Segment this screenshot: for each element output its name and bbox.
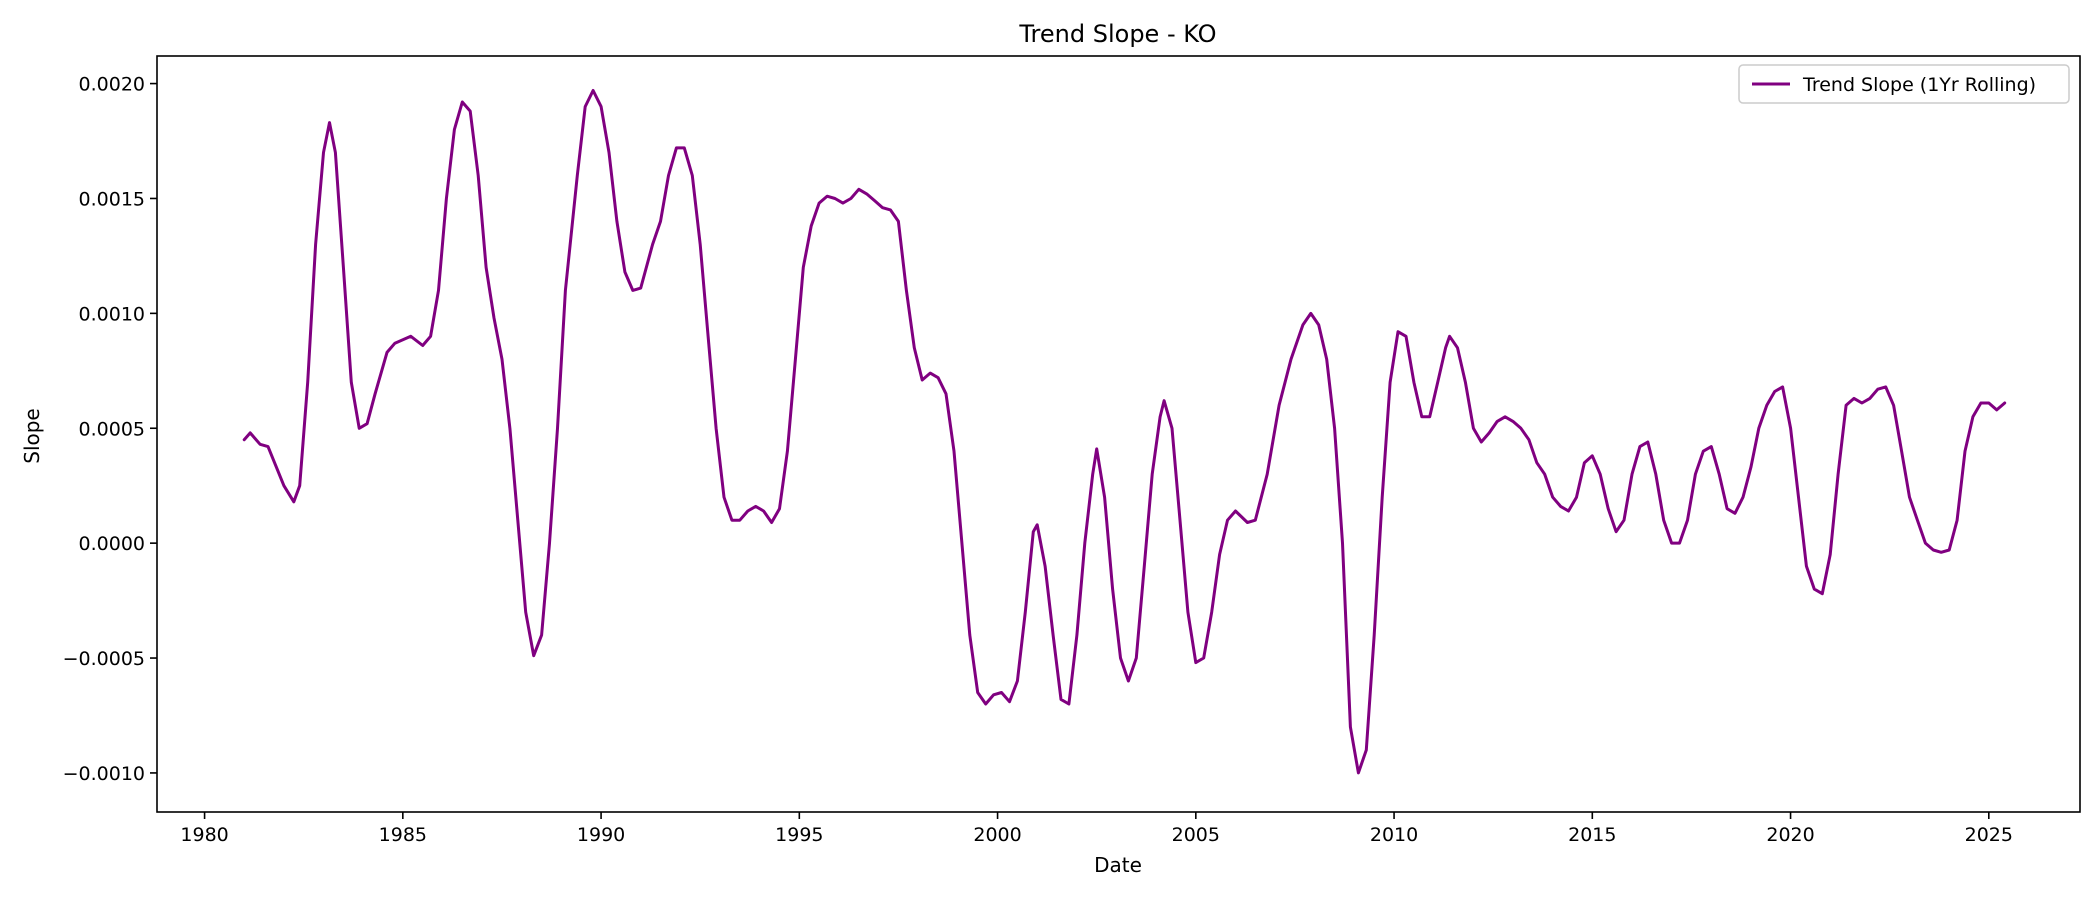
x-tick-label: 2000 <box>973 824 1021 846</box>
x-axis-label: Date <box>1094 853 1142 877</box>
axes-frame <box>156 55 2081 813</box>
y-tick-label: 0.0000 <box>79 533 145 555</box>
y-tick-label: 0.0010 <box>79 303 145 325</box>
x-tick-label: 2015 <box>1568 824 1616 846</box>
legend-box <box>1738 64 2070 104</box>
x-tick-label: 1985 <box>379 824 427 846</box>
x-tick-label: 1990 <box>577 824 625 846</box>
x-tick-label: 2005 <box>1172 824 1220 846</box>
chart-title: Trend Slope - KO <box>1018 20 1216 48</box>
y-tick-label: −0.0005 <box>63 648 145 670</box>
y-axis-label: Slope <box>20 408 44 464</box>
x-tick-label: 2020 <box>1766 824 1814 846</box>
x-tick-label: 1995 <box>775 824 823 846</box>
y-axis-ticks: −0.0010 −0.0005 0.0000 0.0005 0.0010 0.0015 0.… <box>63 74 157 785</box>
series-line-trend-slope <box>242 89 2007 775</box>
x-tick-label: 2025 <box>1965 824 2013 846</box>
legend-entry-label: Trend Slope (1Yr Rolling) <box>1802 74 2036 96</box>
x-tick-label: 2010 <box>1370 824 1418 846</box>
y-tick-label: 0.0020 <box>79 74 145 96</box>
y-tick-label: −0.0010 <box>63 763 145 785</box>
y-tick-label: 0.0005 <box>79 418 145 440</box>
x-axis-ticks: 1980 1985 1990 1995 2000 2005 2010 2015 2020 2025 <box>180 812 2013 846</box>
x-tick-label: 1980 <box>180 824 228 846</box>
legend: Trend Slope (1Yr Rolling) <box>1738 64 2070 104</box>
plot-area <box>156 55 2081 813</box>
y-tick-label: 0.0015 <box>79 188 145 210</box>
